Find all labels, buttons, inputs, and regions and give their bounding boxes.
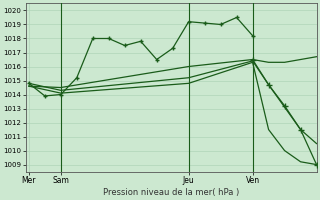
X-axis label: Pression niveau de la mer( hPa ): Pression niveau de la mer( hPa ) bbox=[103, 188, 239, 197]
